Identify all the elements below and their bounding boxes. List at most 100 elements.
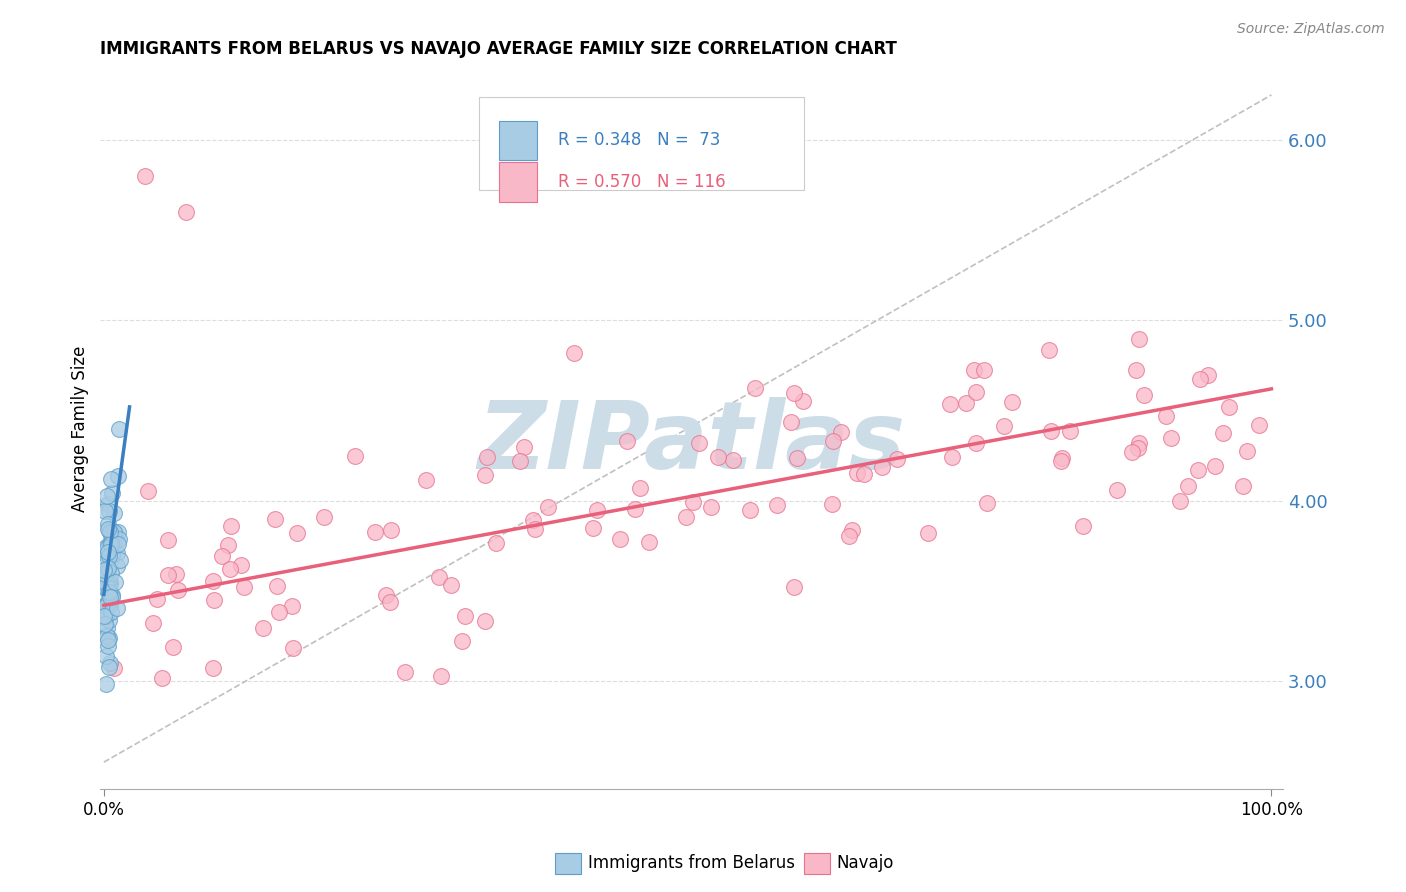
Point [1001,395,1024,409]
Point [100,537,122,551]
Point [101,549,124,563]
Point [98,524,121,539]
Point [97,595,120,609]
Point [100,605,122,619]
Bar [499,120,537,161]
Point [98,656,121,670]
Point [513,440,536,454]
Point [229,558,252,572]
Point [146,591,169,606]
Point [1059,425,1081,439]
Point [765,498,787,512]
Point [700,500,723,514]
Point [98,591,121,605]
Point [96,489,118,503]
Point [1189,372,1212,386]
Point [976,496,998,510]
Point [97,552,120,566]
Point [211,549,233,564]
Point [98,549,121,564]
Point [1212,426,1234,441]
Point [917,526,939,541]
Point [965,436,987,450]
Point [1125,363,1147,377]
Point [103,525,125,540]
Point [264,512,287,526]
Point [955,396,977,410]
Point [108,553,131,567]
Bar [499,162,537,202]
Point [201,661,224,675]
Point [96,629,118,643]
Point [107,525,129,540]
Point [150,671,173,685]
Point [1154,409,1177,423]
Text: Navajo: Navajo [837,855,894,872]
Point [97,578,120,592]
Point [616,434,638,448]
Point [1197,368,1219,383]
Point [93,608,115,623]
Point [1218,401,1240,415]
Point [96,575,118,590]
Point [378,595,401,609]
Point [233,580,256,594]
Point [94,607,117,621]
Point [100,598,122,612]
Point [97,574,120,589]
Point [380,523,402,537]
Point [537,500,560,514]
Point [101,590,124,604]
Point [870,460,893,475]
Point [101,588,124,602]
Point [96,608,118,623]
Point [101,524,124,538]
Point [838,529,860,543]
Point [427,570,450,584]
Point [162,640,184,655]
Point [830,425,852,440]
Point [1121,445,1143,459]
Point [682,495,704,509]
Point [134,169,156,183]
Text: R = 0.348   N =  73: R = 0.348 N = 73 [558,131,720,149]
Point [96,622,118,636]
Point [266,580,288,594]
Point [738,503,761,517]
Point [97,560,120,574]
Point [174,205,197,219]
Point [98,660,121,674]
Point [104,525,127,540]
Point [97,584,120,599]
Point [564,346,586,360]
Point [287,525,309,540]
Text: Immigrants from Belarus: Immigrants from Belarus [588,855,794,872]
Point [156,533,179,547]
Point [474,468,496,483]
Point [96,497,118,511]
Point [136,483,159,498]
Point [98,575,121,590]
Point [98,576,121,591]
Point [93,566,115,581]
Point [628,481,651,495]
Y-axis label: Average Family Size: Average Family Size [72,345,89,512]
Point [474,614,496,628]
Point [103,506,125,520]
Point [1177,479,1199,493]
Point [98,585,121,599]
Point [101,486,124,500]
Point [94,504,117,518]
Point [97,545,120,559]
Point [105,559,128,574]
Point [98,523,121,537]
Point [585,503,607,517]
Point [993,418,1015,433]
Point [941,450,963,464]
Point [157,567,180,582]
Point [963,363,986,377]
Point [451,633,474,648]
Point [167,583,190,598]
Point [430,669,453,683]
Point [97,517,120,532]
